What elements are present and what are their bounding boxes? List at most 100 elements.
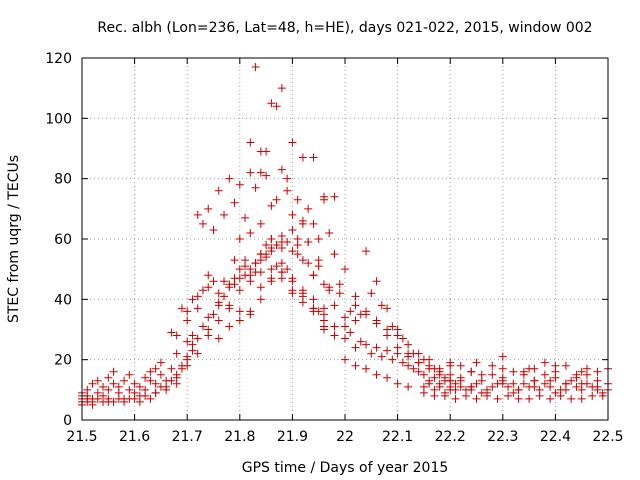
data-point [435,382,444,391]
data-point [156,358,165,367]
data-point [135,391,144,400]
data-point [262,241,271,250]
x-tick-label: 22.4 [540,429,571,445]
data-point [172,331,181,340]
data-point [519,379,528,388]
data-points [78,63,612,409]
data-point [309,153,318,162]
data-point [183,361,192,370]
data-point [404,361,413,370]
data-point [409,364,418,373]
data-point [267,99,276,108]
data-point [256,283,265,292]
data-point [298,286,307,295]
data-point [319,280,328,289]
data-point [393,379,402,388]
axis-ticks: 21.5 21.6 21.7 21.8 21.9 22 22.1 22.2 22.3 22.4 22… [45,51,623,445]
data-point [246,168,255,177]
data-point [351,301,360,310]
data-point [298,153,307,162]
data-point [198,219,207,228]
data-point [577,394,586,403]
x-tick-label: 21.7 [172,429,203,445]
data-point [414,367,423,376]
data-point [220,210,229,219]
data-point [88,379,97,388]
data-point [577,379,586,388]
data-point [577,367,586,376]
data-point [325,228,334,237]
data-point [430,373,439,382]
data-point [235,235,244,243]
x-axis-label: GPS time / Days of year 2015 [242,460,449,476]
data-point [267,235,276,243]
data-point [141,373,150,382]
data-point [151,388,160,397]
data-point [319,325,328,334]
data-point [540,370,549,379]
data-point [262,171,271,180]
data-point [130,379,139,388]
y-tick-label: 120 [45,51,72,67]
data-point [498,364,507,373]
data-point [341,265,349,274]
data-point [330,301,339,310]
data-point [451,385,460,394]
data-point [304,204,313,213]
data-point [99,382,108,391]
data-point [167,328,176,337]
x-tick-label: 22.5 [592,429,623,445]
data-point [114,382,123,391]
data-point [151,364,160,373]
data-point [393,331,402,340]
data-point [288,274,297,283]
data-point [404,340,413,349]
data-point [288,138,297,147]
data-point [540,358,549,367]
data-point [567,394,576,403]
data-point [267,277,276,286]
data-point [398,334,407,343]
data-point [372,343,381,352]
data-point [551,388,560,397]
data-point [319,304,328,313]
data-point [214,289,223,298]
data-point [246,138,255,147]
data-point [262,250,271,259]
data-point [277,84,286,93]
data-point [104,373,113,382]
data-point [235,286,244,295]
data-point [251,63,260,72]
data-point [204,325,213,334]
data-point [156,370,165,379]
data-point [493,394,502,403]
data-point [488,370,497,379]
data-point [588,391,597,400]
data-point [251,259,260,268]
x-tick-label: 22.1 [382,429,413,445]
data-point [272,241,281,250]
data-point [225,280,234,289]
data-point [488,382,497,391]
data-point [146,394,155,403]
data-point [419,382,428,391]
data-point [351,343,360,352]
data-point [298,219,307,228]
data-point [593,367,602,376]
data-point [383,304,392,313]
data-point [267,265,276,274]
data-point [367,349,376,358]
data-point [514,385,523,394]
data-point [272,262,281,271]
data-point [567,376,576,385]
data-point [404,382,413,391]
data-point [204,271,213,280]
data-point [388,355,397,364]
data-point [241,213,250,222]
data-point [193,210,202,219]
y-tick-label: 100 [45,111,72,127]
data-point [467,382,476,391]
data-point [356,337,365,346]
data-point [230,256,239,265]
data-point [246,228,255,237]
